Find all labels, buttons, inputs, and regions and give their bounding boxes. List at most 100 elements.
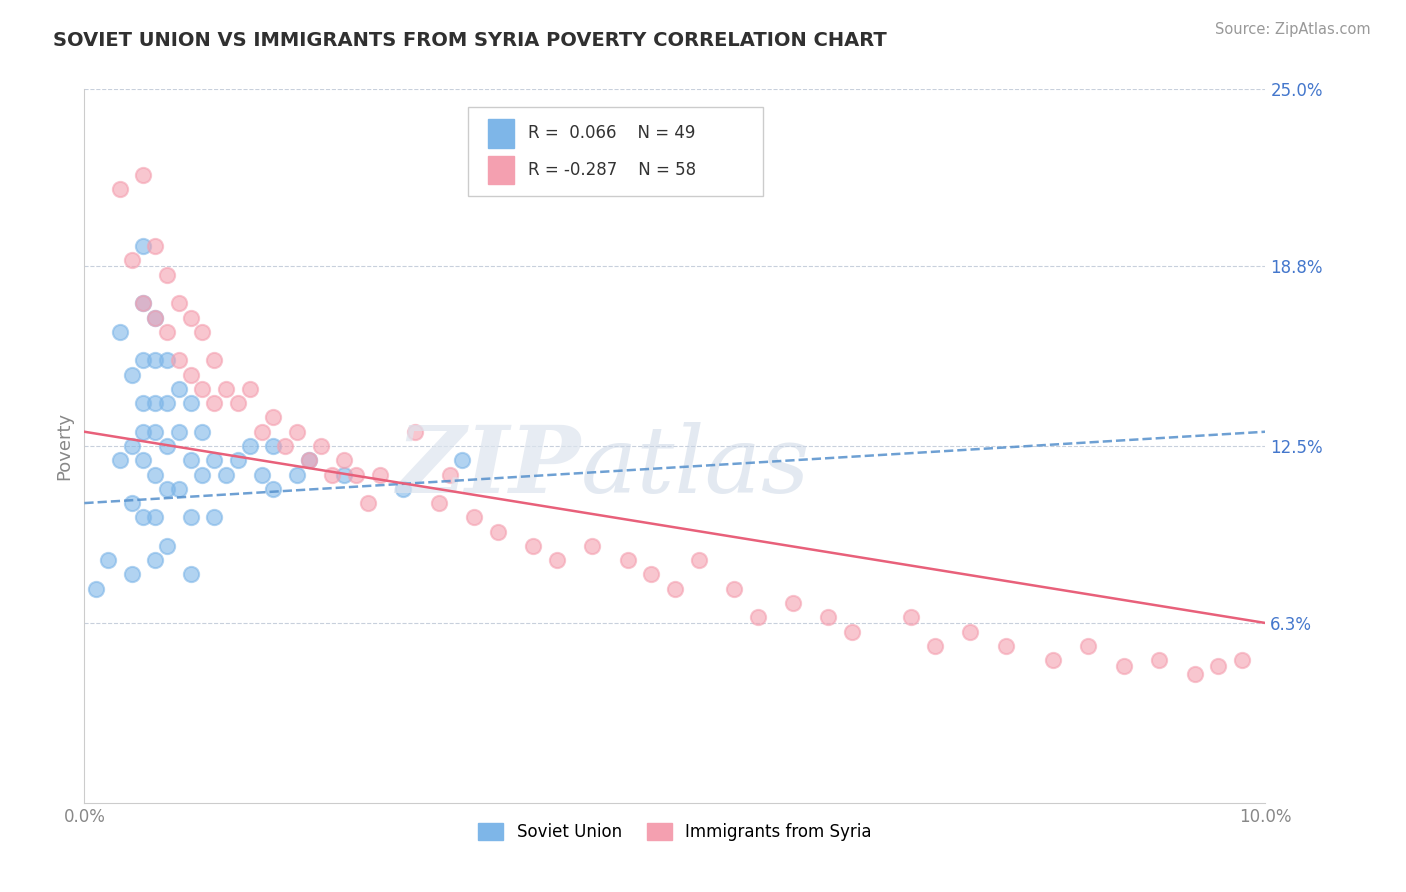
Point [357, 496, 380, 510]
Point [132, 453, 155, 467]
Point [156, 353, 179, 368]
Point [285, 425, 308, 439]
Point [156, 325, 179, 339]
Point [250, 425, 273, 439]
Point [180, 310, 202, 325]
Point [108, 325, 131, 339]
Point [239, 439, 262, 453]
Bar [488, 119, 515, 147]
Point [782, 596, 804, 610]
Point [226, 453, 249, 467]
Point [132, 353, 155, 368]
Point [180, 510, 202, 524]
Point [143, 553, 166, 567]
Point [451, 453, 474, 467]
Point [167, 382, 190, 396]
Text: R =  0.066    N = 49: R = 0.066 N = 49 [529, 124, 696, 142]
Point [392, 482, 415, 496]
Point [262, 482, 284, 496]
Point [202, 453, 225, 467]
Point [97, 553, 120, 567]
Point [274, 439, 297, 453]
Point [298, 453, 321, 467]
Point [132, 239, 155, 253]
FancyBboxPatch shape [468, 107, 763, 196]
Point [1230, 653, 1253, 667]
Point [1206, 658, 1229, 673]
Point [191, 425, 214, 439]
Point [132, 296, 155, 310]
Point [143, 239, 166, 253]
Y-axis label: Poverty: Poverty [55, 412, 73, 480]
Point [143, 396, 166, 410]
Text: ZIP: ZIP [396, 423, 581, 512]
Point [344, 467, 367, 482]
Point [215, 382, 238, 396]
Point [1184, 667, 1206, 681]
Point [262, 439, 284, 453]
Point [167, 296, 190, 310]
Point [215, 467, 238, 482]
Point [121, 368, 143, 382]
Point [333, 467, 356, 482]
Point [924, 639, 946, 653]
Point [121, 253, 143, 268]
Point [1077, 639, 1099, 653]
Point [180, 368, 202, 382]
Bar [488, 156, 515, 185]
Point [121, 567, 143, 582]
Point [486, 524, 509, 539]
Point [817, 610, 839, 624]
Point [191, 325, 214, 339]
Point [202, 353, 225, 368]
Point [1147, 653, 1170, 667]
Text: R = -0.287    N = 58: R = -0.287 N = 58 [529, 161, 696, 179]
Point [239, 382, 262, 396]
Point [1112, 658, 1135, 673]
Point [156, 539, 179, 553]
Point [463, 510, 485, 524]
Point [180, 396, 202, 410]
Text: atlas: atlas [581, 423, 810, 512]
Point [143, 510, 166, 524]
Point [1042, 653, 1064, 667]
Point [132, 396, 155, 410]
Legend: Soviet Union, Immigrants from Syria: Soviet Union, Immigrants from Syria [471, 816, 879, 848]
Point [959, 624, 981, 639]
Point [664, 582, 686, 596]
Point [994, 639, 1017, 653]
Point [156, 439, 179, 453]
Point [132, 168, 155, 182]
Point [156, 482, 179, 496]
Point [333, 453, 356, 467]
Point [156, 268, 179, 282]
Point [132, 296, 155, 310]
Point [321, 467, 343, 482]
Point [640, 567, 662, 582]
Point [121, 496, 143, 510]
Point [900, 610, 922, 624]
Point [309, 439, 332, 453]
Point [143, 353, 166, 368]
Point [262, 410, 284, 425]
Point [439, 467, 461, 482]
Point [250, 467, 273, 482]
Point [546, 553, 568, 567]
Point [108, 453, 131, 467]
Point [723, 582, 745, 596]
Point [84, 582, 107, 596]
Text: SOVIET UNION VS IMMIGRANTS FROM SYRIA POVERTY CORRELATION CHART: SOVIET UNION VS IMMIGRANTS FROM SYRIA PO… [53, 31, 887, 50]
Point [404, 425, 426, 439]
Point [202, 510, 225, 524]
Point [427, 496, 450, 510]
Point [132, 510, 155, 524]
Point [143, 310, 166, 325]
Point [226, 396, 249, 410]
Point [688, 553, 710, 567]
Point [167, 425, 190, 439]
Point [298, 453, 321, 467]
Point [180, 453, 202, 467]
Point [522, 539, 544, 553]
Point [167, 482, 190, 496]
Point [143, 425, 166, 439]
